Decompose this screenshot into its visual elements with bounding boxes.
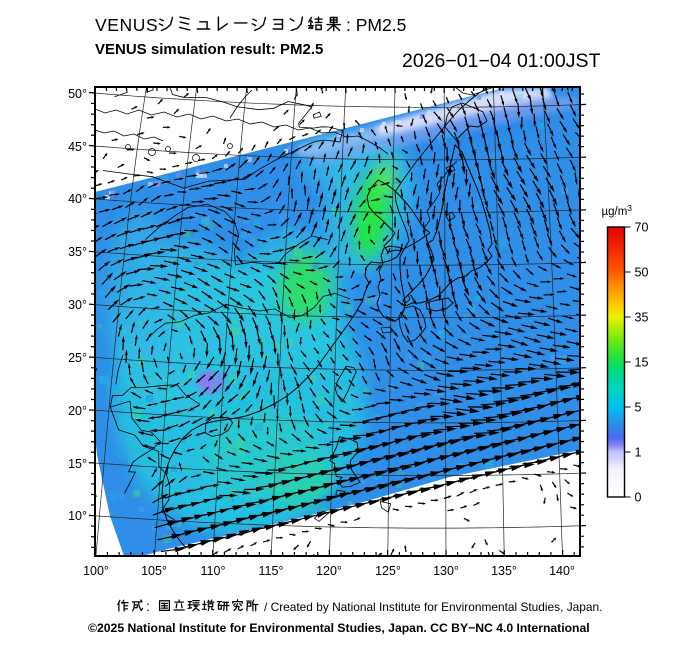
svg-text:120°: 120°	[316, 564, 342, 578]
svg-text:135°: 135°	[491, 564, 517, 578]
svg-text:VENUS simulation result: PM2.5: VENUS simulation result: PM2.5	[95, 41, 323, 58]
svg-text:115°: 115°	[259, 564, 284, 578]
svg-text:VENUS: VENUS	[95, 15, 158, 35]
svg-text:130°: 130°	[433, 564, 459, 578]
svg-text:125°: 125°	[375, 564, 401, 578]
svg-text:25°: 25°	[68, 351, 87, 365]
svg-text:µg/m3: µg/m3	[602, 203, 633, 218]
svg-text:/ Created by National Institut: / Created by National Institute for Envi…	[264, 600, 602, 614]
svg-text:2026−01−04 01:00JST: 2026−01−04 01:00JST	[402, 50, 601, 72]
svg-text:50: 50	[635, 266, 649, 280]
svg-text:20°: 20°	[68, 404, 87, 418]
svg-text:35°: 35°	[68, 245, 87, 259]
svg-text:30°: 30°	[68, 298, 87, 312]
svg-text:10°: 10°	[68, 509, 87, 523]
svg-text:45°: 45°	[68, 140, 87, 154]
svg-text:140°: 140°	[549, 564, 575, 578]
svg-text:: PM2.5: : PM2.5	[346, 15, 406, 35]
svg-text::: :	[146, 599, 150, 614]
svg-text:110°: 110°	[201, 564, 226, 578]
svg-text:70: 70	[635, 221, 649, 235]
svg-text:15°: 15°	[68, 457, 87, 471]
svg-text:©2025 National Institute for E: ©2025 National Institute for Environment…	[88, 621, 590, 635]
svg-text:50°: 50°	[68, 87, 87, 101]
svg-text:5: 5	[635, 401, 642, 415]
svg-text:35: 35	[635, 311, 649, 325]
svg-text:0: 0	[635, 491, 642, 505]
svg-text:40°: 40°	[68, 192, 87, 206]
svg-text:15: 15	[635, 356, 649, 370]
svg-text:105°: 105°	[141, 564, 167, 578]
svg-text:100°: 100°	[83, 564, 109, 578]
svg-text:1: 1	[635, 446, 642, 460]
